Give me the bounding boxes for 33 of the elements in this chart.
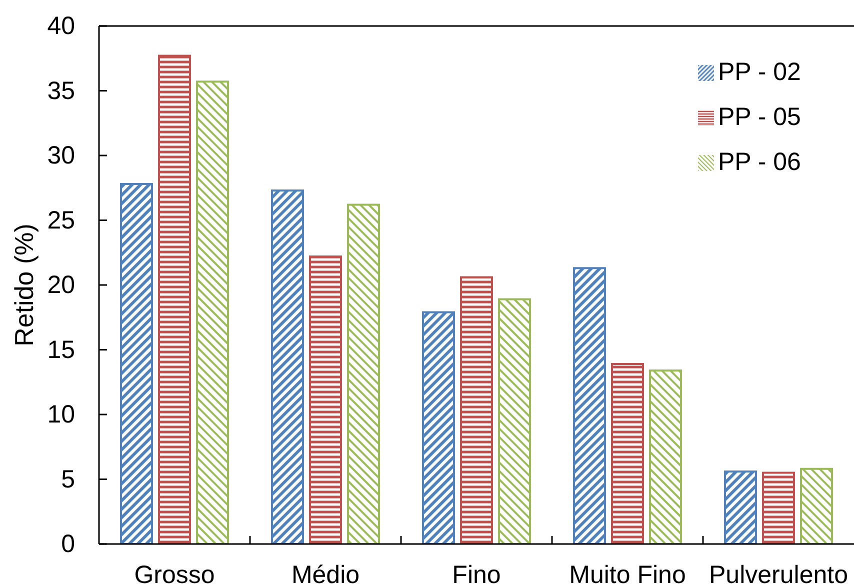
legend-label: PP - 06 [718,148,801,176]
x-tick-label: Fino [452,561,501,586]
bar [573,267,606,544]
bar [460,276,493,544]
bar [649,369,682,544]
y-tick-label: 40 [47,12,75,40]
y-tick-label: 25 [47,206,75,234]
x-tick-label: Pulverulento [709,561,848,586]
bar [611,362,644,544]
x-tick-label: Grosso [134,561,215,586]
bar [271,189,304,544]
bar [762,472,795,544]
y-tick-label: 30 [47,142,75,170]
bar [158,54,191,544]
legend-label: PP - 05 [718,103,801,131]
bar [724,470,757,544]
bar [422,311,455,544]
x-tick-label: Médio [291,561,360,586]
bar [196,80,229,544]
y-axis-title: Retido (%) [9,224,39,346]
y-tick-label: 10 [47,400,75,428]
y-tick-label: 20 [47,271,75,299]
bar [347,204,380,544]
y-tick-label: 0 [61,530,75,558]
bar [309,256,342,544]
y-tick-label: 15 [47,336,75,364]
bar [120,182,153,544]
x-tick-label: Muito Fino [569,561,686,586]
bar [800,468,833,544]
bar [498,298,531,544]
y-tick-label: 5 [61,465,75,494]
legend-label: PP - 02 [718,58,801,86]
y-tick-label: 35 [47,76,75,105]
